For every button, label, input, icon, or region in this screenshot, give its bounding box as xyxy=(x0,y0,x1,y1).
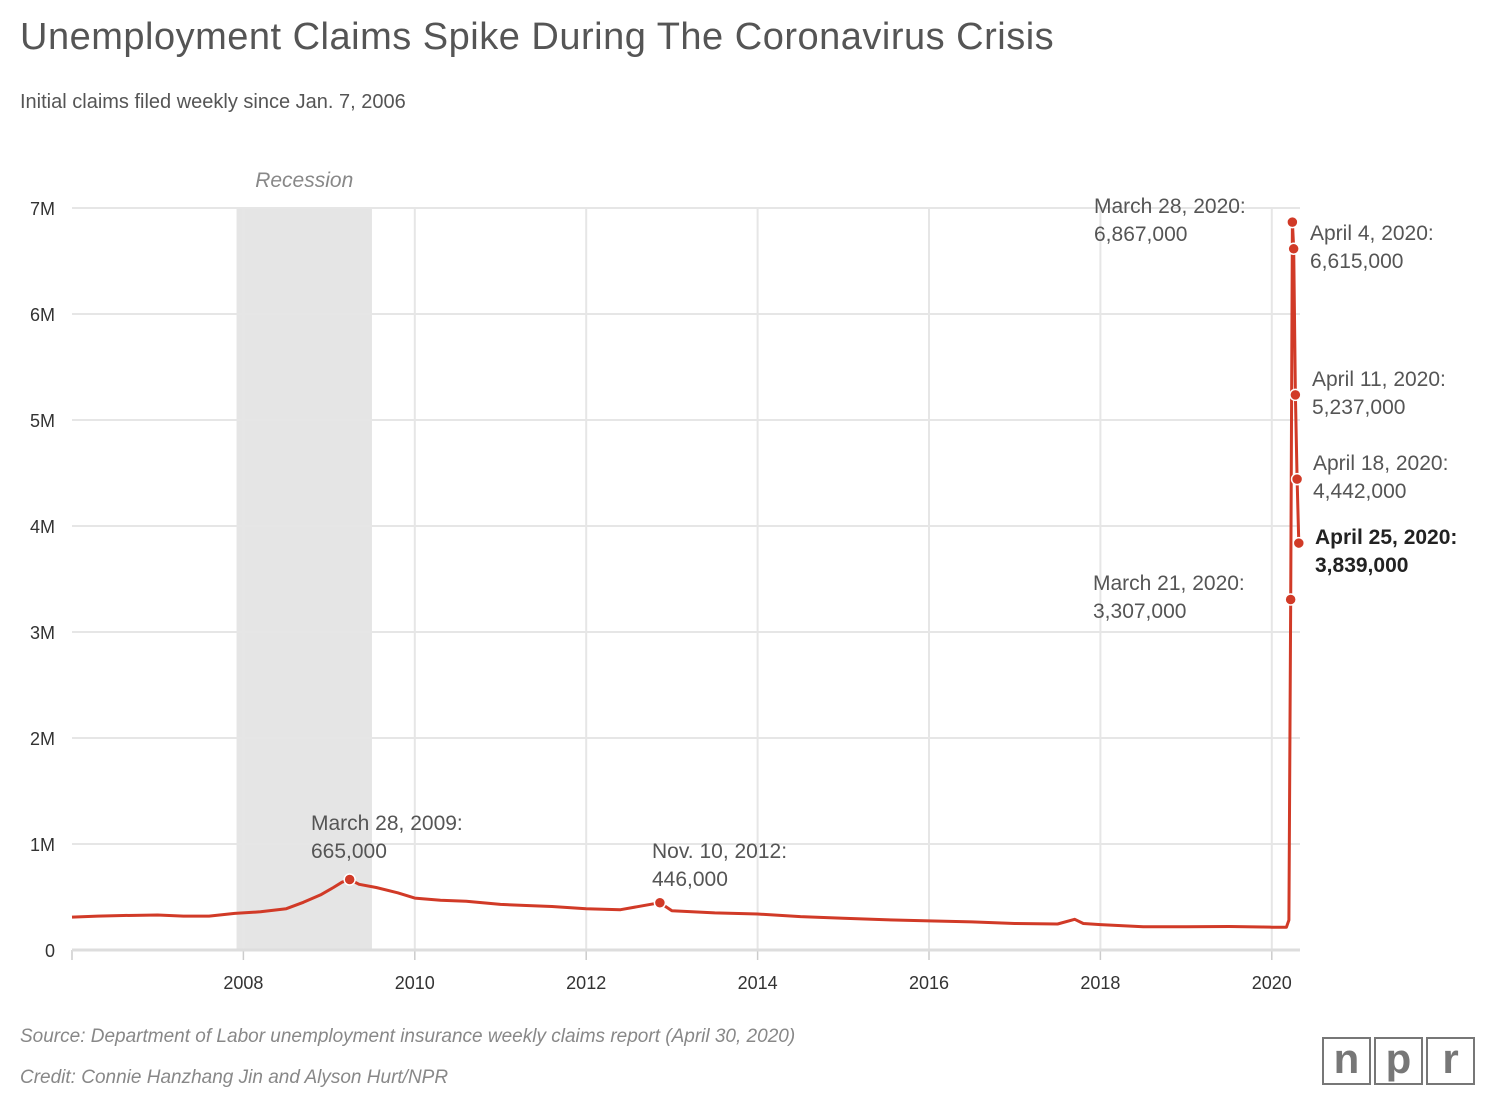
annotation-date: March 21, 2020: xyxy=(1093,572,1245,595)
annotation-value: 446,000 xyxy=(652,868,728,891)
data-point-marker xyxy=(1284,593,1297,606)
y-tick-label: 6M xyxy=(30,305,55,325)
logo-letter: r xyxy=(1426,1037,1475,1085)
x-tick-label: 2020 xyxy=(1252,973,1292,993)
chart-title: Unemployment Claims Spike During The Cor… xyxy=(20,16,1055,58)
y-tick-label: 5M xyxy=(30,411,55,431)
annotation-value: 4,442,000 xyxy=(1313,480,1406,503)
x-tick-label: 2018 xyxy=(1080,973,1120,993)
annotation-date: Nov. 10, 2012: xyxy=(652,840,787,863)
data-point-marker xyxy=(1287,242,1300,256)
annotation-date: March 28, 2020: xyxy=(1094,195,1246,218)
y-tick-label: 4M xyxy=(30,517,55,537)
x-tick-label: 2014 xyxy=(738,973,778,993)
y-tick-label: 1M xyxy=(30,835,55,855)
logo-letter: n xyxy=(1322,1037,1371,1085)
annotation-value: 6,867,000 xyxy=(1094,223,1187,246)
x-tick-label: 2012 xyxy=(566,973,606,993)
annotation-value: 6,615,000 xyxy=(1310,250,1403,273)
annotation-date: April 25, 2020: xyxy=(1315,526,1457,549)
annotation-date: April 11, 2020: xyxy=(1312,368,1446,391)
annotation-value: 3,307,000 xyxy=(1093,600,1186,623)
data-point-marker xyxy=(1292,536,1306,550)
recession-band xyxy=(236,208,372,950)
y-tick-label: 3M xyxy=(30,623,55,643)
x-tick-label: 2010 xyxy=(395,973,435,993)
data-point-marker xyxy=(1286,215,1299,229)
annotation-date: March 28, 2009: xyxy=(311,812,463,835)
data-point-marker xyxy=(653,896,667,909)
logo-letter: p xyxy=(1374,1037,1423,1085)
x-tick-label: 2016 xyxy=(909,973,949,993)
annotation-date: April 18, 2020: xyxy=(1313,452,1448,475)
credit-note: Credit: Connie Hanzhang Jin and Alyson H… xyxy=(20,1067,449,1088)
source-note: Source: Department of Labor unemployment… xyxy=(20,1026,796,1047)
data-point-marker xyxy=(1290,472,1304,486)
recession-label: Recession xyxy=(255,169,353,192)
data-point-marker xyxy=(343,873,356,886)
x-tick-label: 2008 xyxy=(223,973,263,993)
y-tick-label: 2M xyxy=(30,729,55,749)
data-point-marker xyxy=(1289,388,1302,402)
y-tick-label: 0 xyxy=(45,941,55,961)
chart-subtitle: Initial claims filed weekly since Jan. 7… xyxy=(20,91,406,113)
annotation-value: 665,000 xyxy=(311,840,387,863)
npr-logo: n p r xyxy=(1322,1037,1475,1085)
annotation-value: 3,839,000 xyxy=(1315,554,1408,577)
annotation-date: April 4, 2020: xyxy=(1310,222,1434,245)
annotation-value: 5,237,000 xyxy=(1312,396,1405,419)
y-tick-label: 7M xyxy=(30,199,55,219)
